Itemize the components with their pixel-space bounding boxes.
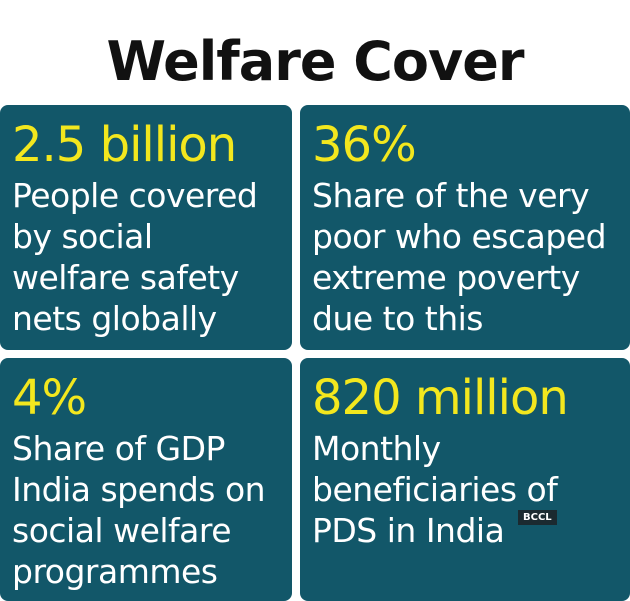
title: Welfare Cover <box>106 30 525 93</box>
stat-panel: 36% Share of the very poor who escaped extr… <box>300 105 630 350</box>
stat-description: Monthly <box>312 429 441 468</box>
stat-description: poor who escaped <box>312 217 607 256</box>
stat-panel: 820 million Monthly beneficiaries of PDS in… <box>300 358 630 601</box>
stat-description: due to this <box>312 299 484 338</box>
stat-description: PDS in India <box>312 511 505 550</box>
stat-value: 820 million <box>312 370 569 426</box>
stat-description: by social <box>12 217 153 256</box>
stat-panel: 4% Share of GDP India spends on social welf… <box>0 358 292 601</box>
stat-description: extreme poverty <box>312 258 580 297</box>
stat-description: nets globally <box>12 299 217 338</box>
stat-description: programmes <box>12 552 218 591</box>
stat-description: social welfare <box>12 511 232 550</box>
stat-description: People covered <box>12 176 258 215</box>
stat-value: 4% <box>12 370 87 426</box>
stat-description: welfare safety <box>12 258 239 297</box>
stat-description: India spends on <box>12 470 266 509</box>
watermark: BCCL <box>518 510 557 525</box>
stat-description: Share of GDP <box>12 429 225 468</box>
stat-description: beneficiaries of <box>312 470 558 509</box>
stat-value: 36% <box>312 117 417 173</box>
stat-panel: 2.5 billion People covered by social welfar… <box>0 105 292 350</box>
stat-description: Share of the very <box>312 176 590 215</box>
stat-value: 2.5 billion <box>12 117 237 173</box>
